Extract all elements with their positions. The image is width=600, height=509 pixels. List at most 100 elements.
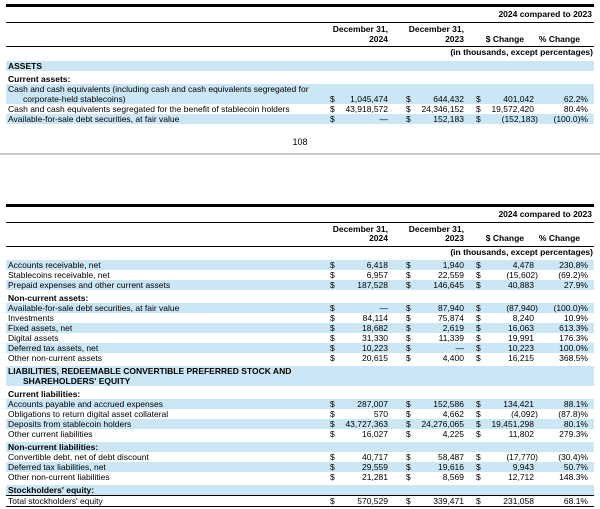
- row-label: Other non-current liabilities: [8, 472, 110, 482]
- table-row: Other current liabilities $16,027 $4,225 $1…: [6, 429, 594, 439]
- dollar-sign: $: [406, 260, 411, 270]
- amount-2023: 339,471: [433, 496, 464, 506]
- money-cell-amount-2023: $58,487: [398, 452, 464, 462]
- percent-change-value: 80.1%: [563, 419, 588, 429]
- amount-2023: 58,487: [438, 452, 464, 462]
- amount-2024: 84,114: [362, 313, 388, 323]
- dollar-sign: $: [330, 452, 335, 462]
- money-cell-amount-dollar-change: $ (152,183): [476, 114, 538, 124]
- amount-2024: 18,682: [362, 323, 388, 333]
- percent-change-value: 50.7%: [563, 462, 588, 472]
- dollar-sign: $: [330, 419, 335, 429]
- header-rule: [6, 22, 594, 23]
- row-label: LIABILITIES, REDEEMABLE CONVERTIBLE PREF…: [6, 366, 594, 386]
- row-label: Deposits from stablecoin holders: [8, 419, 132, 429]
- money-cell-amount-2024: $ —: [322, 303, 388, 313]
- percent-change-value: 176.3%: [559, 333, 588, 343]
- dollar-sign: $: [406, 472, 411, 482]
- dollar-sign: $: [330, 496, 335, 506]
- balance-sheet-table-top: 2024 compared to 2023 December 31, 2024 …: [6, 4, 594, 124]
- table-row: Cash and cash equivalents segregated for…: [6, 104, 594, 114]
- amount-2023: 4,400: [442, 353, 464, 363]
- money-cell-amount-dollar-change: $9,943: [476, 462, 534, 472]
- amount-2023: 1,940: [442, 260, 464, 270]
- row-label: Digital assets: [8, 333, 59, 343]
- amount-2023: 75,874: [438, 313, 464, 323]
- amount-2023: 146,645: [433, 280, 464, 290]
- money-cell-amount-dollar-change: $ (4,092): [476, 409, 538, 419]
- dollar-sign: $: [476, 429, 481, 439]
- row-label: Obligations to return digital asset coll…: [8, 409, 169, 419]
- amount-2024: 1,045,474: [350, 93, 388, 104]
- amount-dollar-change: (87,940): [506, 303, 538, 313]
- money-cell-amount-2024: $29,559: [322, 462, 388, 472]
- amount-dollar-change: 10,223: [508, 343, 534, 353]
- table-row: Available-for-sale debt securities, at f…: [6, 113, 594, 124]
- page-break-divider: [0, 152, 600, 155]
- dollar-sign: $: [330, 280, 335, 290]
- money-cell-amount-dollar-change: $19,572,420: [476, 104, 534, 114]
- money-cell-amount-2024: $570,529: [322, 496, 388, 506]
- dollar-sign: $: [330, 429, 335, 439]
- percent-change-value: 279.3%: [559, 429, 588, 439]
- table-row: Prepaid expenses and other current asset…: [6, 280, 594, 290]
- compared-period-label: 2024 compared to 2023: [498, 208, 592, 219]
- money-cell-amount-2024: $40,717: [322, 452, 388, 462]
- amount-dollar-change: 19,572,420: [491, 103, 534, 114]
- amount-dollar-change: 16,215: [508, 353, 534, 363]
- column-header-december-31-2024: December 31, 2024: [322, 24, 388, 44]
- amount-2023: —: [455, 343, 465, 353]
- amount-dollar-change: 231,058: [503, 496, 534, 506]
- dollar-sign: $: [406, 399, 411, 409]
- money-cell-amount-dollar-change: $19,451,298: [476, 419, 534, 429]
- dollar-sign: $: [406, 409, 411, 419]
- table-row: Cash and cash equivalents (including cas…: [6, 83, 594, 104]
- dollar-sign: $: [406, 323, 411, 333]
- money-cell-amount-2024: $20,615: [322, 353, 388, 363]
- percent-change-value: (87.8)%: [558, 409, 588, 419]
- amount-2023: 19,616: [438, 462, 464, 472]
- money-cell-amount-dollar-change: $16,215: [476, 353, 534, 363]
- amount-2023: 4,225: [442, 429, 464, 439]
- dollar-sign: $: [476, 462, 481, 472]
- amount-2024: 43,727,363: [345, 419, 388, 429]
- amount-2024: 287,007: [357, 399, 388, 409]
- row-label: Prepaid expenses and other current asset…: [8, 280, 171, 290]
- column-header-percent-change: % Change: [538, 233, 580, 243]
- row-label: Stockholders' equity:: [8, 485, 95, 495]
- table-row: Other non-current liabilities $21,281 $8,5…: [6, 472, 594, 482]
- dollar-sign: $: [476, 419, 481, 429]
- dollar-sign: $: [476, 280, 481, 290]
- row-label: ASSETS: [8, 60, 43, 71]
- row-label: Total stockholders' equity: [8, 496, 103, 506]
- amount-2024: 29,559: [362, 462, 388, 472]
- amount-2023: 24,346,152: [421, 103, 464, 114]
- dollar-sign: $: [406, 462, 411, 472]
- dollar-sign: $: [406, 496, 411, 506]
- percent-change-value: 27.9%: [563, 280, 588, 290]
- dollar-sign: $: [406, 303, 411, 313]
- table-row: Accounts payable and accrued expenses $28…: [6, 399, 594, 409]
- amount-2024: 6,957: [366, 270, 388, 280]
- percent-change-value: 80.4%: [563, 103, 588, 114]
- money-cell-amount-2024: $287,007: [322, 399, 388, 409]
- amount-dollar-change: 134,421: [503, 399, 534, 409]
- dollar-sign: $: [476, 343, 481, 353]
- amount-dollar-change: 11,802: [508, 429, 534, 439]
- table-row: Obligations to return digital asset coll…: [6, 409, 594, 419]
- dollar-sign: $: [406, 280, 411, 290]
- money-cell-amount-2024: $187,528: [322, 280, 388, 290]
- money-cell-amount-2024: $6,957: [322, 270, 388, 280]
- percent-change-value: 68.1%: [563, 496, 588, 506]
- dollar-sign: $: [406, 103, 411, 114]
- dollar-sign: $: [476, 260, 481, 270]
- money-cell-amount-2024: $43,727,363: [322, 419, 388, 429]
- money-cell-amount-2024: $1,045,474: [322, 94, 388, 104]
- row-label: Available-for-sale debt securities, at f…: [8, 303, 180, 313]
- table-row: Available-for-sale debt securities, at f…: [6, 303, 594, 313]
- amount-2023: 152,586: [433, 399, 464, 409]
- money-cell-amount-2024: $16,027: [322, 429, 388, 439]
- money-cell-amount-dollar-change: $ (87,940): [476, 303, 538, 313]
- amount-2024: 20,615: [362, 353, 388, 363]
- dollar-sign: $: [330, 270, 335, 280]
